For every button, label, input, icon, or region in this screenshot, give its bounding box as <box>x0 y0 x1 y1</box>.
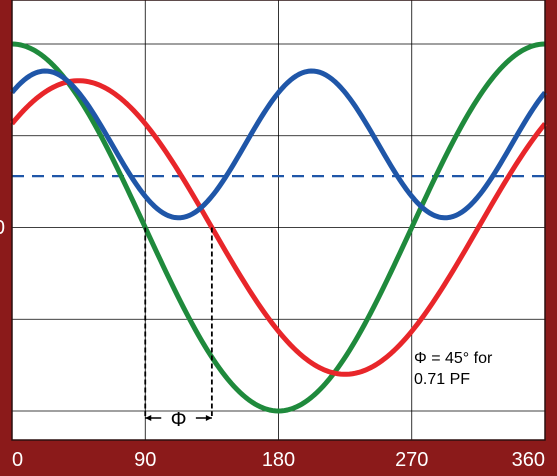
y-tick-label: 0 <box>0 217 5 239</box>
x-tick-label-90: 90 <box>134 449 156 471</box>
x-tick-label-180: 180 <box>262 449 295 471</box>
x-tick-labels: 0 90 180 270 360 <box>12 449 545 471</box>
x-tick-label-360: 360 <box>512 449 545 471</box>
series-layer <box>10 41 547 414</box>
plot-border <box>11 0 546 441</box>
phase-arrowhead-left <box>145 415 152 421</box>
x-tick-label-270: 270 <box>395 449 428 471</box>
phase-symbol: Φ <box>171 409 187 431</box>
series-line-power <box>10 68 547 221</box>
x-tick-label-0: 0 <box>12 449 23 471</box>
series-line-voltage <box>11 41 546 414</box>
phase-marker <box>144 227 213 421</box>
annotation-line-2: 0.71 PF <box>414 371 470 388</box>
phase-arrowhead-right <box>205 415 212 421</box>
series-line-current <box>10 78 547 377</box>
annotation-line-1: Φ = 45° for <box>414 350 493 367</box>
